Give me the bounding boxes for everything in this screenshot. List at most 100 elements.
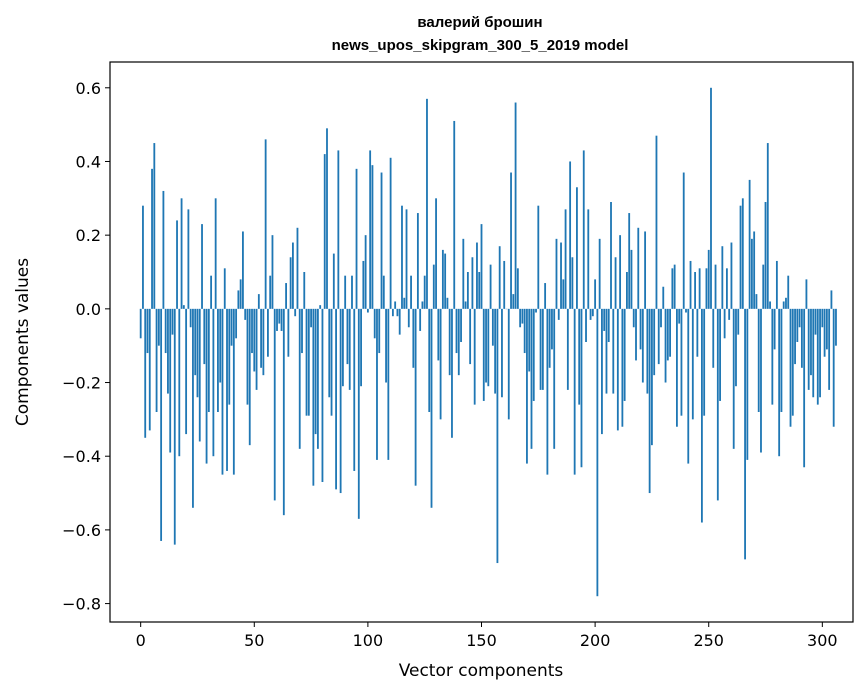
bar bbox=[214, 198, 217, 309]
bar bbox=[312, 308, 315, 486]
bar bbox=[244, 308, 247, 320]
bar bbox=[744, 308, 746, 560]
bar bbox=[819, 308, 821, 398]
bar bbox=[532, 308, 535, 401]
bar bbox=[323, 154, 326, 309]
bar bbox=[707, 249, 710, 309]
bar bbox=[453, 120, 456, 309]
bar bbox=[464, 301, 467, 309]
bar bbox=[828, 308, 831, 390]
bar bbox=[142, 205, 144, 309]
bar bbox=[451, 308, 453, 438]
bar bbox=[639, 308, 642, 350]
bar bbox=[153, 143, 156, 309]
bar bbox=[746, 308, 749, 460]
bar bbox=[246, 308, 249, 405]
bar bbox=[591, 308, 594, 317]
bar bbox=[364, 235, 367, 309]
bar bbox=[157, 308, 160, 346]
bar bbox=[373, 308, 376, 339]
bar bbox=[294, 308, 297, 317]
x-tick-label: 200 bbox=[580, 631, 611, 650]
bar bbox=[810, 308, 812, 376]
bar bbox=[578, 308, 581, 405]
bar bbox=[812, 308, 815, 398]
bar bbox=[641, 308, 644, 383]
x-tick-label: 100 bbox=[353, 631, 384, 650]
bar bbox=[341, 308, 344, 387]
x-axis-label: Vector components bbox=[399, 661, 564, 681]
bar bbox=[385, 308, 387, 383]
bar bbox=[207, 308, 210, 412]
bar bbox=[582, 150, 585, 309]
bar bbox=[671, 268, 674, 309]
bar bbox=[421, 301, 424, 309]
bar bbox=[237, 290, 240, 309]
bar bbox=[310, 308, 312, 328]
bar bbox=[662, 286, 665, 309]
bar bbox=[485, 308, 487, 383]
y-tick-label: 0.4 bbox=[76, 152, 101, 171]
bar bbox=[448, 308, 451, 376]
bar bbox=[337, 150, 340, 309]
bar bbox=[539, 308, 542, 390]
bar bbox=[407, 308, 410, 328]
bar bbox=[612, 308, 615, 394]
bar bbox=[762, 264, 765, 309]
bar bbox=[735, 308, 737, 387]
bar bbox=[371, 165, 374, 309]
bar bbox=[164, 308, 167, 354]
x-tick-label: 0 bbox=[136, 631, 146, 650]
bar bbox=[737, 308, 740, 335]
bar bbox=[626, 272, 628, 309]
bar bbox=[669, 308, 671, 357]
bar bbox=[289, 257, 292, 309]
bar bbox=[616, 308, 619, 431]
bar bbox=[271, 235, 274, 309]
bar bbox=[789, 308, 792, 427]
bar bbox=[466, 272, 469, 309]
bar bbox=[139, 308, 142, 339]
bar bbox=[260, 308, 263, 368]
bar bbox=[444, 253, 447, 309]
bar bbox=[589, 308, 592, 320]
bar bbox=[621, 308, 624, 427]
bar bbox=[798, 308, 801, 328]
bar bbox=[278, 308, 281, 324]
bar bbox=[321, 308, 324, 482]
bar bbox=[171, 308, 174, 335]
bar bbox=[480, 224, 483, 309]
bar bbox=[800, 308, 803, 368]
bar bbox=[510, 172, 512, 309]
chart-title-line-1: валерий брошин bbox=[417, 14, 542, 31]
bar bbox=[512, 294, 515, 309]
bar bbox=[496, 308, 499, 564]
bar bbox=[303, 272, 306, 309]
bar bbox=[814, 308, 817, 335]
bar bbox=[653, 308, 656, 376]
bar bbox=[596, 308, 599, 597]
bar bbox=[764, 202, 767, 309]
bar bbox=[657, 308, 660, 365]
bar bbox=[285, 283, 287, 309]
bar bbox=[469, 308, 472, 365]
bar bbox=[514, 102, 517, 309]
bar bbox=[460, 308, 462, 342]
bar bbox=[780, 308, 783, 412]
bar bbox=[816, 308, 819, 405]
bar bbox=[576, 187, 578, 309]
bar bbox=[428, 308, 431, 412]
bar bbox=[557, 308, 560, 320]
bar bbox=[155, 308, 158, 412]
bar bbox=[573, 308, 576, 475]
bar bbox=[219, 308, 222, 383]
bar bbox=[305, 308, 308, 416]
bar bbox=[437, 308, 440, 361]
y-tick-label: 0.6 bbox=[76, 79, 101, 98]
bar bbox=[242, 231, 244, 309]
bar bbox=[419, 308, 422, 331]
bar bbox=[255, 308, 258, 390]
bar bbox=[580, 308, 583, 468]
bar bbox=[292, 242, 294, 309]
bar bbox=[587, 209, 590, 309]
